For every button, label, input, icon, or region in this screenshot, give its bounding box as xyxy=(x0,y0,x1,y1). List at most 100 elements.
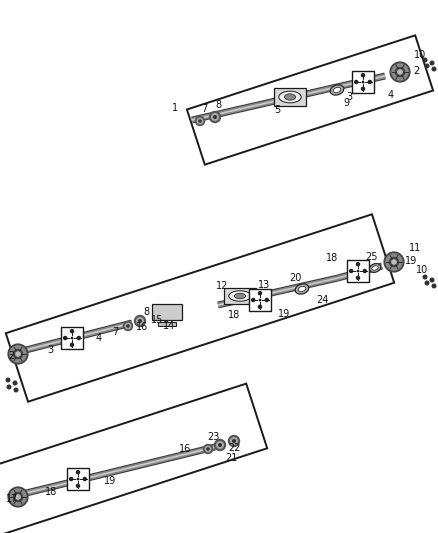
Text: 19: 19 xyxy=(405,256,417,266)
Text: 21: 21 xyxy=(225,453,237,463)
Text: 24: 24 xyxy=(316,295,328,305)
Circle shape xyxy=(209,111,220,123)
Text: 3: 3 xyxy=(346,92,352,102)
Text: 18: 18 xyxy=(45,487,57,497)
Polygon shape xyxy=(249,289,271,311)
Text: 18: 18 xyxy=(228,310,240,320)
Circle shape xyxy=(13,381,17,385)
FancyBboxPatch shape xyxy=(224,288,256,304)
Text: 18: 18 xyxy=(326,253,338,263)
Circle shape xyxy=(77,471,80,474)
Circle shape xyxy=(77,478,79,480)
Circle shape xyxy=(432,67,436,71)
Circle shape xyxy=(425,281,429,285)
Circle shape xyxy=(357,270,359,272)
Circle shape xyxy=(199,120,201,122)
Ellipse shape xyxy=(330,85,344,95)
Circle shape xyxy=(204,445,212,454)
Circle shape xyxy=(7,385,11,389)
Circle shape xyxy=(139,320,141,322)
Circle shape xyxy=(212,114,218,120)
Ellipse shape xyxy=(234,293,246,299)
Circle shape xyxy=(363,270,366,272)
Circle shape xyxy=(6,378,10,382)
Text: 16: 16 xyxy=(136,322,148,332)
Ellipse shape xyxy=(372,266,378,270)
Text: 20: 20 xyxy=(289,273,301,283)
Ellipse shape xyxy=(229,291,251,301)
Text: 2: 2 xyxy=(8,351,14,361)
Text: 12: 12 xyxy=(216,281,228,291)
Text: 22: 22 xyxy=(228,443,240,453)
Ellipse shape xyxy=(298,286,306,292)
Circle shape xyxy=(137,318,143,324)
Circle shape xyxy=(14,388,18,392)
Circle shape xyxy=(71,337,73,339)
Polygon shape xyxy=(347,260,369,282)
Circle shape xyxy=(425,64,429,68)
Circle shape xyxy=(127,325,129,327)
Circle shape xyxy=(77,336,80,340)
Text: 19: 19 xyxy=(104,476,116,486)
Text: 9: 9 xyxy=(343,98,349,108)
Text: 13: 13 xyxy=(258,280,270,290)
Text: 8: 8 xyxy=(143,307,149,317)
Circle shape xyxy=(214,116,216,118)
Circle shape xyxy=(14,492,22,502)
Circle shape xyxy=(384,252,404,272)
Text: 19: 19 xyxy=(278,309,290,319)
Circle shape xyxy=(392,260,396,264)
Ellipse shape xyxy=(333,87,341,93)
Circle shape xyxy=(125,324,131,329)
Circle shape xyxy=(390,62,410,82)
Text: 1: 1 xyxy=(172,103,178,113)
Circle shape xyxy=(8,344,28,364)
Circle shape xyxy=(14,350,22,359)
Polygon shape xyxy=(352,71,374,93)
Circle shape xyxy=(124,321,133,330)
Ellipse shape xyxy=(279,91,301,103)
Circle shape xyxy=(78,478,79,480)
Circle shape xyxy=(71,329,74,333)
Circle shape xyxy=(215,440,226,450)
Circle shape xyxy=(430,278,434,282)
Circle shape xyxy=(10,346,26,362)
Text: 25: 25 xyxy=(366,252,378,262)
Circle shape xyxy=(362,81,364,83)
Circle shape xyxy=(432,284,436,288)
Circle shape xyxy=(195,117,205,125)
Text: 7: 7 xyxy=(112,327,118,337)
Circle shape xyxy=(197,118,203,124)
Text: 11: 11 xyxy=(409,243,421,253)
Circle shape xyxy=(430,61,434,65)
Circle shape xyxy=(265,298,268,302)
Ellipse shape xyxy=(295,284,309,294)
Circle shape xyxy=(398,70,402,74)
Text: 23: 23 xyxy=(207,432,219,442)
Text: 8: 8 xyxy=(215,100,221,110)
Circle shape xyxy=(8,487,28,507)
Circle shape xyxy=(217,442,223,448)
Text: 14: 14 xyxy=(163,321,175,331)
Circle shape xyxy=(350,270,353,272)
Circle shape xyxy=(396,68,405,77)
Circle shape xyxy=(423,58,427,62)
Circle shape xyxy=(64,336,67,340)
FancyBboxPatch shape xyxy=(158,322,176,326)
Circle shape xyxy=(362,82,364,83)
Circle shape xyxy=(233,440,235,442)
Circle shape xyxy=(258,305,261,309)
Circle shape xyxy=(259,300,261,301)
Text: 10: 10 xyxy=(414,50,426,60)
Circle shape xyxy=(134,316,145,327)
Circle shape xyxy=(357,270,359,272)
Text: 10: 10 xyxy=(416,265,428,275)
Circle shape xyxy=(71,343,74,346)
Circle shape xyxy=(252,298,255,302)
Text: 17: 17 xyxy=(6,494,18,504)
Circle shape xyxy=(229,435,240,447)
Text: 3: 3 xyxy=(47,345,53,355)
Ellipse shape xyxy=(284,94,296,100)
Circle shape xyxy=(83,478,86,481)
Circle shape xyxy=(71,337,73,338)
